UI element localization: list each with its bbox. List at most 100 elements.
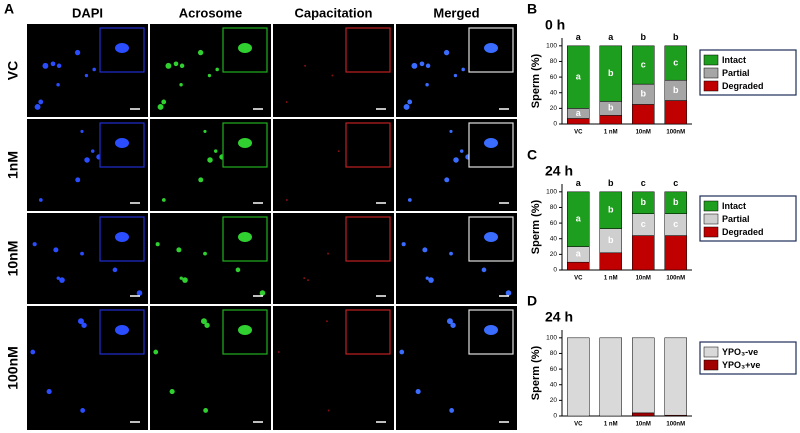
- cell: [449, 408, 455, 413]
- inset-cell: [484, 325, 498, 335]
- significance-letter: b: [608, 68, 614, 78]
- x-tick-label: 1 nM: [604, 130, 618, 136]
- inset-cell: [238, 43, 252, 53]
- y-tick-label: 80: [550, 58, 558, 65]
- cell: [401, 242, 406, 247]
- cell: [197, 49, 204, 56]
- y-tick-label: 100: [546, 335, 557, 342]
- cell: [453, 157, 459, 163]
- legend-label: Partial: [722, 68, 750, 78]
- y-tick-label: 40: [550, 89, 558, 96]
- significance-letter: b: [641, 89, 647, 99]
- cell: [215, 67, 219, 72]
- cell: [34, 103, 41, 110]
- cell: [443, 49, 450, 56]
- y-tick-label: 0: [553, 267, 557, 274]
- column-header: Merged: [433, 5, 479, 20]
- panel-letter: A: [4, 1, 14, 17]
- significance-letter: a: [576, 71, 582, 81]
- y-axis-label: Sperm (%): [530, 199, 542, 254]
- cell: [80, 408, 86, 413]
- charts: B 0 h Sperm (%) 0 20 40 60 80 100 VC a a a 1 nM b b a 10n…: [527, 1, 797, 428]
- bar-segment: [632, 412, 655, 417]
- bar-segment: [632, 191, 655, 214]
- cell: [259, 290, 266, 296]
- y-tick-label: 60: [550, 74, 558, 81]
- significance-letter: a: [576, 108, 582, 118]
- inset: [345, 216, 391, 262]
- microscopy-panel: A DAPI Acrosome Capacitation Merged VC 1nM 10nM…: [4, 1, 517, 430]
- x-tick-label: 10nM: [636, 422, 651, 428]
- row-label: 10nM: [5, 241, 21, 277]
- significance-letter: c: [641, 219, 646, 229]
- x-tick-label: 1 nM: [604, 422, 618, 428]
- y-tick-label: 20: [550, 251, 558, 258]
- cell: [425, 83, 429, 87]
- cell: [173, 61, 179, 67]
- y-tick-label: 20: [550, 397, 558, 404]
- cell: [285, 198, 288, 201]
- cell: [203, 251, 207, 256]
- bar-segment: [632, 45, 655, 85]
- y-axis-label: Sperm (%): [530, 53, 542, 108]
- x-tick-label: 10nM: [636, 130, 651, 136]
- cell: [419, 61, 425, 67]
- y-tick-label: 80: [550, 204, 558, 211]
- cell: [56, 63, 62, 69]
- x-tick-label: VC: [574, 130, 583, 136]
- significance-letter: a: [576, 214, 582, 224]
- cell: [50, 61, 56, 67]
- y-tick-label: 40: [550, 235, 558, 242]
- cell: [155, 242, 160, 247]
- cell: [415, 389, 421, 395]
- cell: [38, 99, 44, 105]
- significance-letter: a: [576, 178, 582, 188]
- cell: [182, 277, 188, 283]
- bar-segment: [632, 235, 655, 271]
- cell: [277, 351, 280, 354]
- legend-label: Degraded: [722, 81, 764, 91]
- cell: [422, 247, 428, 253]
- bar-segment: [599, 337, 622, 417]
- cell: [169, 389, 175, 395]
- cell: [459, 149, 464, 153]
- significance-letter: b: [673, 197, 679, 207]
- legend-swatch: [703, 346, 719, 358]
- legend-label: Partial: [722, 214, 750, 224]
- cell: [75, 177, 81, 183]
- bar-segment: [567, 45, 590, 109]
- cell: [80, 129, 84, 133]
- cell: [179, 63, 185, 69]
- cell: [30, 349, 36, 355]
- chart-title: 24 h: [545, 163, 573, 179]
- cell: [42, 62, 49, 69]
- x-tick-label: 100nM: [666, 276, 685, 282]
- bar-segment: [567, 191, 590, 247]
- legend-swatch: [703, 213, 719, 225]
- cell: [337, 150, 340, 153]
- legend-label: YPO₃+ve: [722, 360, 760, 370]
- cell: [90, 149, 95, 153]
- significance-letter: b: [608, 103, 614, 113]
- cell: [213, 149, 218, 153]
- cell: [38, 198, 43, 202]
- bar-segment: [664, 191, 687, 214]
- inset-cell: [115, 232, 129, 242]
- legend-swatch: [703, 359, 719, 371]
- y-tick-label: 20: [550, 105, 558, 112]
- y-tick-label: 40: [550, 381, 558, 388]
- y-tick-label: 0: [553, 121, 557, 128]
- column-header: Acrosome: [179, 5, 243, 20]
- significance-letter: b: [641, 197, 647, 207]
- cell: [161, 198, 166, 202]
- cell: [207, 73, 212, 78]
- cell: [77, 318, 84, 325]
- cell: [179, 276, 183, 280]
- row-label: 100nM: [5, 346, 21, 390]
- cell: [327, 252, 330, 255]
- significance-letter: c: [673, 57, 678, 67]
- bar-segment: [599, 45, 622, 102]
- y-axis-label: Sperm (%): [530, 345, 542, 400]
- significance-letter: c: [673, 219, 678, 229]
- chart-title: 24 h: [545, 309, 573, 325]
